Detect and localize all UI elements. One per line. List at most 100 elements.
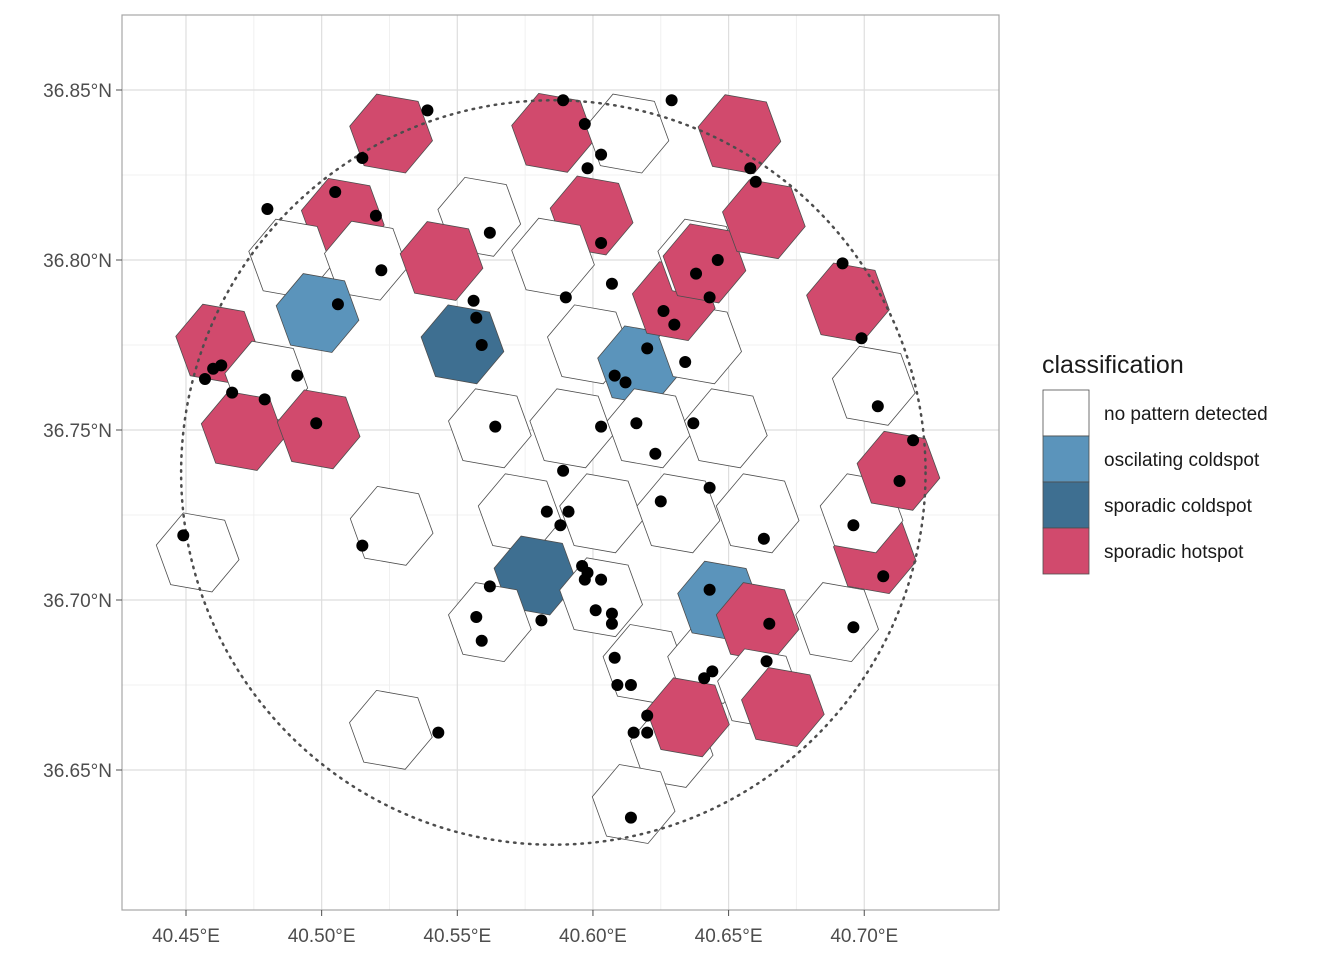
event-point [226, 386, 239, 399]
legend: classification no pattern detected oscila… [1042, 351, 1268, 575]
hexagon-sporadic-hotspot [349, 93, 433, 174]
legend-label-sporadic-hotspot: sporadic hotspot [1104, 542, 1244, 563]
hexagon-no-pattern-detected [349, 485, 434, 566]
event-point [608, 369, 621, 382]
event-point [489, 420, 502, 433]
hexagon-no-pattern-detected [636, 473, 721, 554]
event-point [475, 634, 488, 647]
x-axis: 40.45°E 40.50°E 40.55°E 40.60°E 40.65°E 40.70… [152, 910, 898, 947]
x-tick-label: 40.50°E [288, 926, 356, 947]
event-point [329, 186, 342, 198]
hexagon-sporadic-hotspot [856, 430, 941, 511]
event-point [855, 332, 868, 345]
event-point [760, 655, 773, 668]
event-point [261, 203, 274, 215]
event-point [711, 254, 724, 266]
event-point [356, 539, 369, 552]
event-point [483, 226, 496, 239]
event-point [847, 621, 860, 634]
event-point [627, 726, 640, 739]
legend-label-no-pattern-detected: no pattern detected [1104, 404, 1268, 425]
event-point [557, 464, 570, 477]
event-point [749, 175, 762, 188]
event-point [581, 162, 594, 175]
event-point [467, 294, 480, 307]
event-point [641, 342, 654, 355]
y-tick-label: 36.70°N [43, 591, 112, 612]
event-point [207, 362, 220, 375]
event-point [605, 277, 618, 290]
event-point [703, 583, 716, 596]
study-area-circle [179, 99, 927, 846]
event-point [595, 420, 608, 433]
event-point [605, 617, 618, 630]
hexagon-sporadic-coldspot [420, 304, 505, 385]
point-layer [177, 94, 920, 824]
y-axis: 36.65°N 36.70°N 36.75°N 36.80°N 36.85°N [43, 81, 122, 782]
event-point [559, 291, 572, 304]
event-point [369, 209, 382, 222]
x-tick-label: 40.65°E [695, 926, 763, 947]
y-tick-label: 36.75°N [43, 421, 112, 442]
event-point [690, 267, 703, 280]
event-point [595, 573, 608, 586]
legend-key-sporadic-coldspot [1042, 481, 1090, 529]
event-point [836, 257, 849, 270]
hexagon-no-pattern-detected [831, 345, 916, 426]
hexagon-sporadic-hotspot [511, 92, 595, 173]
event-point [554, 519, 567, 532]
hexagon-sporadic-hotspot [697, 94, 782, 175]
panel-border [121, 14, 1000, 911]
hexagon-no-pattern-detected [795, 582, 879, 663]
event-point [421, 104, 434, 117]
event-point [877, 570, 890, 583]
event-point [624, 679, 637, 691]
event-point [630, 417, 643, 430]
legend-key-no-pattern-detected [1042, 389, 1090, 437]
event-point [483, 580, 496, 593]
event-point [706, 665, 719, 678]
hexagon-no-pattern-detected [448, 582, 532, 663]
y-tick-label: 36.65°N [43, 761, 112, 782]
hexagon-no-pattern-detected [155, 512, 240, 593]
event-point [703, 481, 716, 494]
event-point [589, 604, 602, 617]
event-point [578, 573, 591, 586]
x-tick-label: 40.70°E [830, 926, 898, 947]
event-point [608, 651, 621, 664]
event-point [475, 339, 488, 351]
legend-label-oscilating-coldspot: oscilating coldspot [1104, 450, 1260, 471]
event-point [557, 94, 570, 107]
event-point [310, 417, 323, 430]
event-point [847, 519, 860, 532]
event-point [605, 607, 618, 620]
event-point [578, 118, 591, 130]
event-point [871, 400, 884, 413]
event-point [744, 162, 757, 175]
event-point [654, 495, 667, 508]
hexagon-no-pattern-detected [529, 388, 614, 469]
event-point [432, 726, 445, 739]
event-point [703, 291, 716, 304]
y-tick-label: 36.85°N [43, 81, 112, 102]
event-point [595, 237, 608, 249]
legend-key-oscilating-coldspot [1042, 435, 1090, 483]
event-point [687, 417, 700, 430]
event-point [641, 709, 654, 722]
event-point [698, 672, 711, 685]
hexagon-no-pattern-detected [591, 764, 676, 844]
hexagon-oscilating-coldspot [275, 273, 360, 353]
event-point [907, 434, 920, 447]
event-point [595, 148, 608, 161]
event-point [611, 679, 624, 691]
legend-key-sporadic-hotspot [1042, 527, 1090, 575]
legend-label-sporadic-coldspot: sporadic coldspot [1104, 496, 1253, 517]
hexagon-no-pattern-detected [715, 473, 800, 554]
event-point [619, 376, 632, 389]
event-point [375, 264, 388, 277]
event-point [291, 369, 304, 382]
event-point [893, 475, 906, 487]
event-point [624, 811, 637, 824]
y-tick-label: 36.80°N [43, 251, 112, 272]
